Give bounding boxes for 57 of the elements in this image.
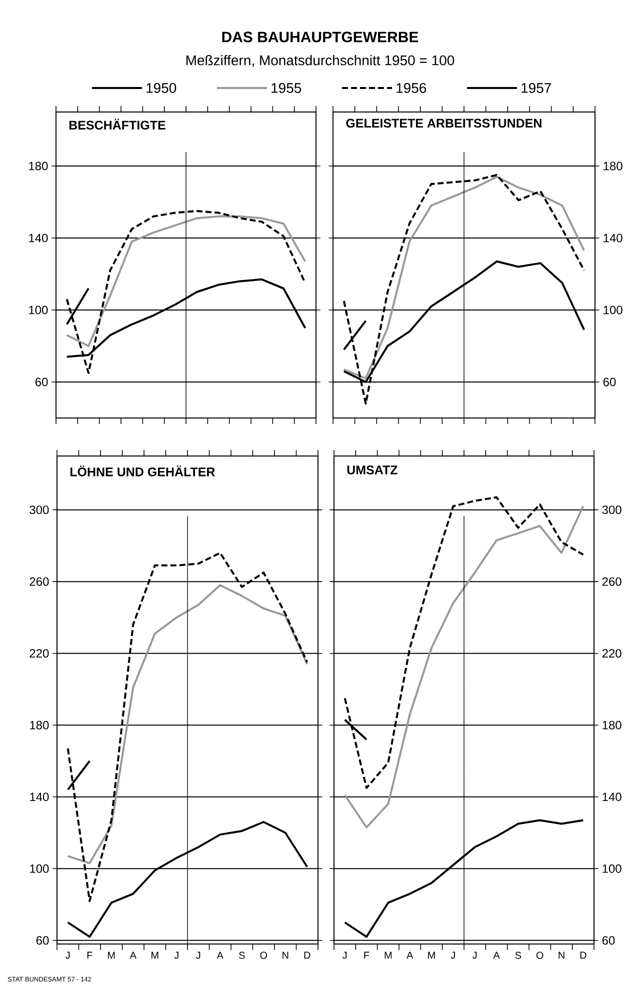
x-tick-label: J — [472, 952, 477, 959]
y-tick-label: 180 — [604, 162, 622, 170]
chart-title: BESCHÄFTIGTE — [69, 118, 166, 130]
legend-label: 1950 — [146, 83, 176, 93]
x-tick-label: F — [364, 952, 370, 959]
x-tick-label: A — [493, 952, 500, 959]
text: LÖHNE UND GEHÄLTER — [70, 466, 215, 476]
x-tick-label: M — [428, 952, 435, 959]
x-tick-label: O — [536, 952, 544, 959]
legend-label: 1956 — [396, 83, 426, 93]
line-series — [66, 584, 308, 864]
y-tick-label: 300 — [30, 506, 49, 514]
y-tick-label: 140 — [602, 792, 622, 802]
legend-label: 1957 — [522, 83, 551, 93]
x-tick-label: O — [260, 952, 268, 959]
x-tick-label: D — [580, 952, 586, 959]
y-tick-label: 220 — [602, 649, 622, 658]
text: DAS BAUHAUPTGEWERBE — [222, 32, 418, 42]
text: Meßziffern, Monatsdurchschnitt 1950 = 100 — [186, 55, 454, 67]
y-tick-label: 260 — [602, 577, 622, 586]
chart-title: GELEISTETE ARBEITSSTUNDEN — [346, 118, 542, 128]
y-tick-label: 140 — [604, 234, 622, 242]
y-tick-label: 60 — [35, 378, 48, 386]
x-tick-label: N — [558, 952, 564, 959]
legend-label: 1955 — [272, 83, 302, 93]
text: UMSATZ — [347, 466, 398, 474]
x-tick-label: A — [130, 952, 136, 959]
x-tick-label: A — [406, 952, 414, 959]
x-tick-label: J — [174, 952, 178, 959]
x-tick-label: M — [108, 952, 115, 959]
x-tick-label: D — [304, 952, 310, 959]
y-tick-label: 300 — [602, 506, 622, 514]
y-tick-label: 100 — [30, 864, 49, 873]
x-tick-label: S — [515, 952, 522, 959]
y-tick-label: 140 — [29, 234, 48, 242]
x-tick-label: A — [216, 952, 224, 959]
y-tick-label: 260 — [30, 577, 49, 586]
y-tick-label: 100 — [602, 864, 622, 873]
x-tick-label: J — [450, 952, 455, 959]
x-tick-label: J — [342, 952, 347, 959]
x-tick-label: M — [152, 952, 158, 959]
x-tick-label: M — [384, 952, 392, 959]
x-tick-label: J — [196, 952, 200, 959]
x-tick-label: N — [282, 952, 288, 959]
y-tick-label: 60 — [602, 936, 615, 945]
y-tick-label: 60 — [603, 378, 616, 386]
x-tick-label: S — [238, 952, 245, 959]
y-tick-label: 180 — [29, 162, 48, 170]
y-tick-label: 100 — [604, 306, 622, 314]
y-tick-label: 180 — [602, 720, 622, 730]
x-tick-label: F — [87, 952, 92, 959]
x-tick-label: J — [66, 952, 70, 959]
y-tick-label: 180 — [30, 720, 49, 730]
y-tick-label: 60 — [36, 936, 49, 945]
y-tick-label: 100 — [29, 306, 48, 314]
y-tick-label: 220 — [30, 649, 49, 658]
y-tick-label: 140 — [30, 792, 49, 802]
